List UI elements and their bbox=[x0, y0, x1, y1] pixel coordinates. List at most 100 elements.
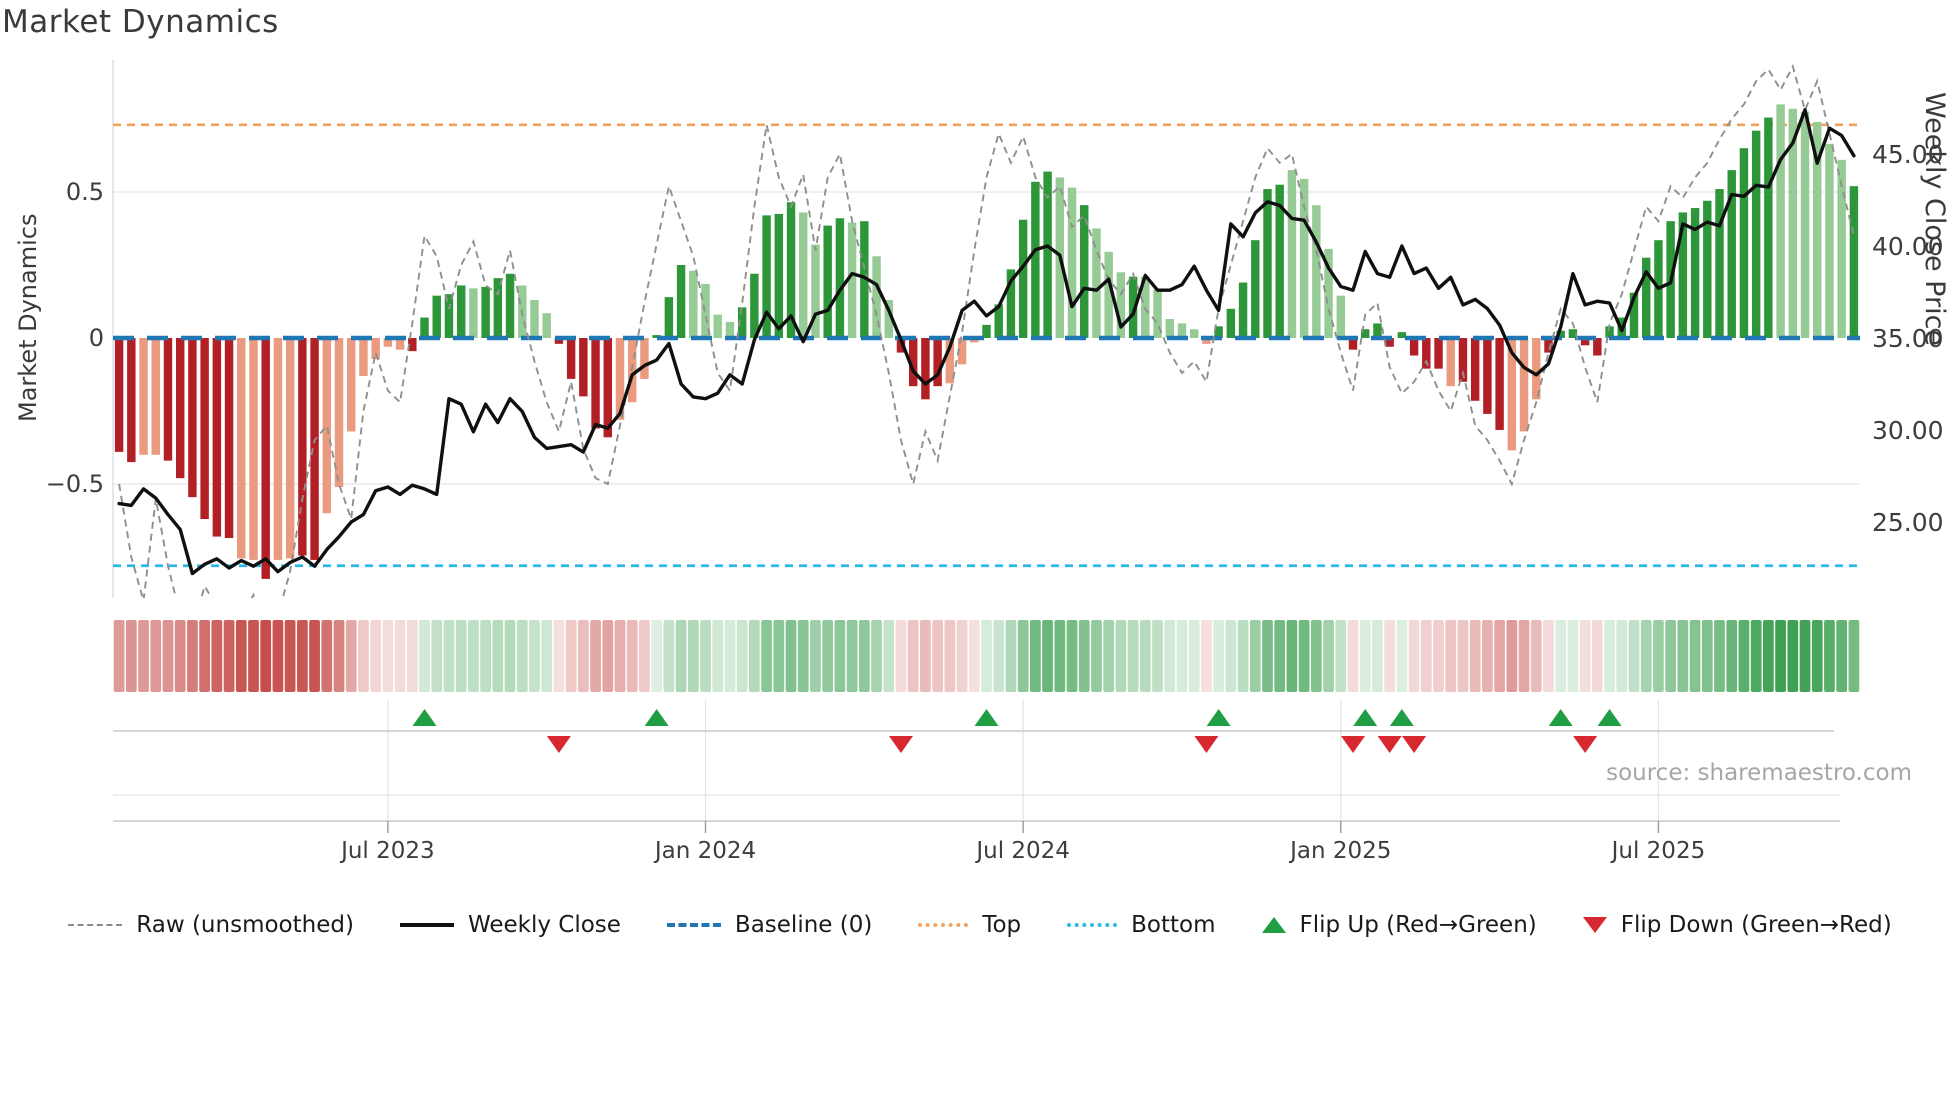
heatmap-cell bbox=[1726, 620, 1738, 692]
oscillator-bar bbox=[786, 202, 796, 338]
oscillator-bar bbox=[432, 295, 441, 338]
left-tick-label: 0 bbox=[89, 324, 104, 352]
dash-swatch-icon bbox=[68, 924, 123, 926]
heatmap-cell bbox=[907, 620, 919, 692]
oscillator-bar bbox=[1580, 338, 1590, 346]
oscillator-bar bbox=[1837, 159, 1846, 338]
heatmap-cell bbox=[211, 620, 223, 692]
oscillator-bar bbox=[676, 265, 686, 338]
heatmap-cell bbox=[1249, 620, 1261, 692]
flip-down-marker bbox=[888, 736, 913, 753]
heatmap-cell bbox=[981, 620, 992, 692]
heatmap-cell bbox=[419, 620, 430, 692]
oscillator-bar bbox=[725, 321, 735, 338]
heatmap-cell bbox=[1127, 620, 1139, 692]
heatmap-cell bbox=[1029, 620, 1041, 692]
oscillator-bar bbox=[212, 338, 222, 537]
oscillator-bar bbox=[1397, 332, 1407, 338]
heatmap-cell bbox=[1591, 620, 1603, 692]
x-axis: Jul 2023 Jan 2024 Jul 2024 Jan 2025 Jul 2025 bbox=[339, 821, 1705, 864]
oscillator-bar bbox=[1690, 208, 1700, 338]
heatmap-cell bbox=[443, 620, 455, 692]
heatmap-cell bbox=[1054, 620, 1066, 692]
oscillator-bar bbox=[591, 338, 600, 429]
oscillator-bar bbox=[1177, 323, 1187, 338]
right-tick-label: 30.00 bbox=[1872, 416, 1944, 445]
right-tick-label: 45.00 bbox=[1872, 140, 1944, 169]
heatmap-cell bbox=[749, 620, 760, 692]
heatmap-cell bbox=[516, 620, 528, 692]
legend-item-label: Flip Up (Red→Green) bbox=[1299, 912, 1537, 938]
heatmap-cell bbox=[113, 620, 125, 692]
heatmap-cell bbox=[761, 620, 772, 692]
heatmap-cell bbox=[565, 620, 577, 692]
heatmap-cell bbox=[296, 620, 308, 692]
oscillator-bar bbox=[151, 338, 160, 455]
heatmap-cell bbox=[382, 620, 394, 692]
heatmap-cell bbox=[125, 620, 137, 692]
right-tick-label: 35.00 bbox=[1872, 324, 1944, 353]
flip-up-marker bbox=[1206, 709, 1231, 726]
heatmap-cell bbox=[370, 620, 382, 692]
oscillator-bar bbox=[383, 338, 393, 347]
oscillator-bar bbox=[982, 324, 991, 338]
heatmap-cell bbox=[1506, 620, 1518, 692]
legend-item-bottom: Bottom bbox=[1067, 912, 1216, 938]
heatmap-cell bbox=[480, 620, 491, 692]
cdot-swatch-icon bbox=[1067, 923, 1118, 927]
heatmap-cell bbox=[626, 620, 638, 692]
oscillator-bar bbox=[1568, 329, 1578, 338]
heatmap-cell bbox=[1201, 620, 1212, 692]
oscillator-bar bbox=[1507, 338, 1517, 451]
flip-marker-strip bbox=[113, 700, 1840, 822]
oscillator-bar bbox=[1605, 326, 1614, 338]
chart-legend: Raw (unsmoothed) Weekly Close Baseline (0)… bbox=[0, 912, 1960, 938]
oscillator-bar bbox=[811, 244, 820, 338]
oscillator-bar bbox=[469, 288, 478, 338]
oscillator-bar bbox=[1800, 111, 1810, 338]
heatmap-cell bbox=[712, 620, 724, 692]
legend-item-label: Baseline (0) bbox=[734, 912, 873, 938]
heatmap-cell bbox=[553, 620, 565, 692]
oscillator-bar bbox=[127, 338, 136, 463]
heatmap-cell bbox=[1494, 620, 1505, 692]
oscillator-bar bbox=[1825, 143, 1834, 338]
heatmap-cell bbox=[956, 620, 968, 692]
flip-down-marker bbox=[1341, 736, 1366, 753]
heatmap-cell bbox=[1653, 620, 1664, 692]
right-tick-label: 40.00 bbox=[1872, 232, 1944, 261]
heatmap-cell bbox=[1042, 620, 1053, 692]
heatmap-cell bbox=[785, 620, 797, 692]
oscillator-bar bbox=[481, 286, 490, 338]
oscillator-bar bbox=[1299, 178, 1309, 338]
oscillator-bar bbox=[1067, 187, 1077, 338]
heatmap-cell bbox=[235, 620, 247, 692]
heatmap-cell bbox=[1750, 620, 1762, 692]
oscillator-bar bbox=[1043, 171, 1052, 338]
heatmap-cell bbox=[1408, 620, 1420, 692]
heatmap-cell bbox=[504, 620, 516, 692]
oscillator-bar bbox=[114, 338, 124, 452]
heatmap-cell bbox=[1787, 620, 1799, 692]
heatmap-cell bbox=[1555, 620, 1567, 692]
heatmap-cell bbox=[1579, 620, 1591, 692]
heatmap-cell bbox=[1005, 620, 1017, 692]
oscillator-bar bbox=[310, 338, 319, 560]
oscillator-bar bbox=[1703, 200, 1712, 338]
heatmap-cell bbox=[1433, 620, 1444, 692]
heatmap-cell bbox=[541, 620, 553, 692]
oscillator-bar bbox=[1764, 117, 1773, 338]
page-title: Market Dynamics bbox=[2, 4, 279, 40]
heatmap-cell bbox=[1384, 620, 1396, 692]
threshold-lines bbox=[113, 123, 1860, 568]
oscillator-bar bbox=[1641, 257, 1651, 338]
heatmap-cell bbox=[1152, 620, 1163, 692]
heatmap-cell bbox=[724, 620, 736, 692]
oscillator-bar bbox=[652, 335, 661, 338]
heatmap-cell bbox=[687, 620, 699, 692]
oscillator-bar bbox=[322, 338, 332, 514]
x-tick-label: Jul 2024 bbox=[974, 838, 1070, 864]
flip-up-marker bbox=[1389, 709, 1414, 726]
flip-up-marker bbox=[1353, 709, 1378, 726]
